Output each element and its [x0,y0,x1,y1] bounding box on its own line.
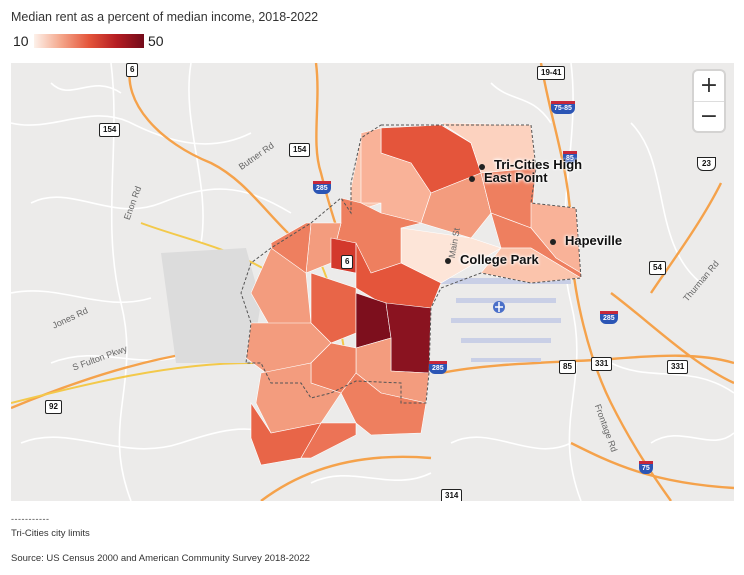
route-shield-331-a: 331 [591,357,613,371]
airport-runways [441,278,571,362]
no-data-area [161,248,261,363]
map-basemap [11,63,734,501]
route-shield-154-a: 154 [99,123,121,137]
city-limits-legend-swatch: ----------- [11,514,50,524]
hapeville-label: Hapeville [565,233,623,248]
interstate-shield-285-b: 285 [600,311,618,324]
interstate-shield-285-c: 285 [429,361,447,374]
route-shield-154-b: 154 [289,143,311,157]
legend-max-label: 50 [148,33,164,49]
map-title: Median rent as a percent of median incom… [11,10,319,24]
route-shield-6-top: 6 [126,63,139,77]
tri-cities-high-label: Tri-Cities High [494,157,583,172]
airport-icon [493,301,505,313]
zoom-divider [694,101,724,102]
color-legend: 10 50 [11,32,181,50]
legend-min-label: 10 [13,33,29,49]
college-park-label: College Park [460,252,539,267]
legend-gradient [34,34,144,48]
route-shield-54: 54 [649,261,666,275]
route-shield-85: 85 [559,360,576,374]
city-limits-outline [240,124,582,404]
city-limits-legend-label: Tri-Cities city limits [11,528,90,539]
source-note: Source: US Census 2000 and American Comm… [11,553,310,564]
major-roads [11,63,734,501]
route-shield-314: 314 [441,489,463,501]
zoom-out-button[interactable]: − [694,102,724,132]
interstate-shield-75: 75 [639,461,653,474]
interstate-shield-85-top: 85 [563,151,577,164]
college-park-marker[interactable] [445,258,451,264]
tri-cities-high-marker[interactable] [479,164,485,170]
route-shield-331-b: 331 [667,360,689,374]
east-point-marker[interactable] [469,176,475,182]
interstate-shield-75-85: 75-85 [551,101,575,114]
route-shield-92: 92 [45,400,62,414]
map-canvas[interactable]: + − Butner Rd Enon Rd Jones Rd S Fulton … [11,63,734,501]
us-route-shield-23: 23 [697,157,716,171]
zoom-in-button[interactable]: + [694,71,724,101]
zoom-control: + − [694,71,724,131]
interstate-shield-285-a: 285 [313,181,331,194]
hapeville-marker[interactable] [550,239,556,245]
route-shield-6-mid: 6 [341,255,354,269]
rent-burden-tracts [245,122,582,466]
east-point-label: East Point [484,170,548,185]
route-shield-19-41: 19-41 [537,66,566,80]
